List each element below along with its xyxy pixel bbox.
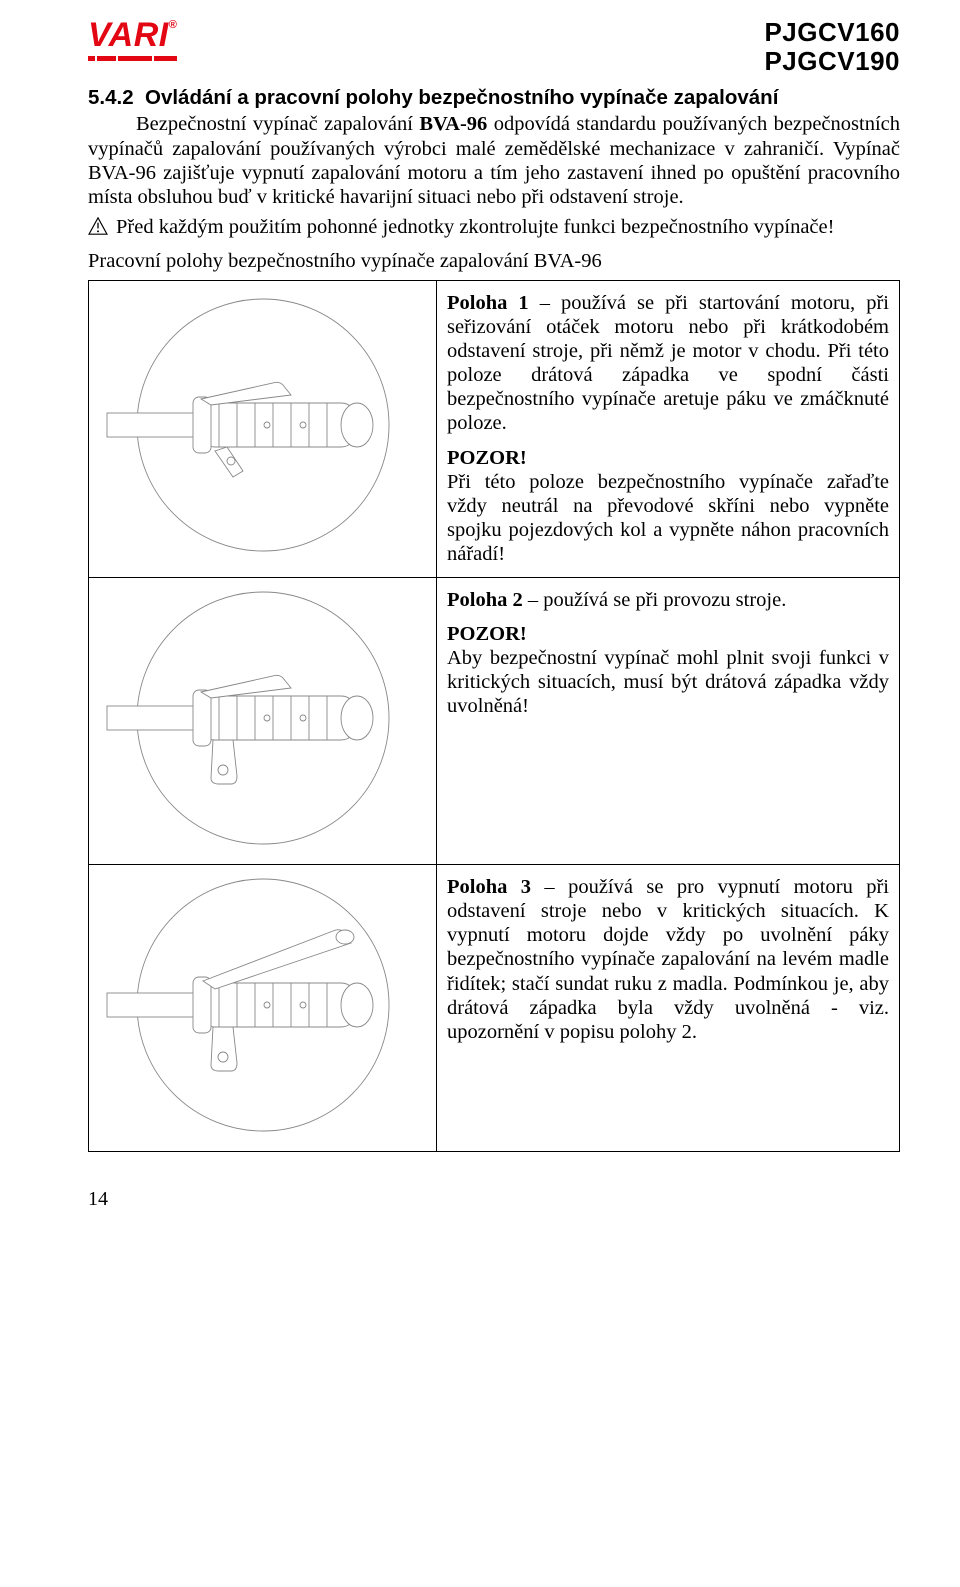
model-1: PJGCV160: [764, 18, 900, 47]
pozor-label-1: POZOR!: [447, 447, 527, 469]
table-row: Poloha 3 – používá se pro vypnutí motoru…: [89, 864, 900, 1151]
text-cell-2: Poloha 2 – používá se při provozu stroje…: [437, 577, 900, 864]
table-row: Poloha 1 – používá se při startování mot…: [89, 280, 900, 577]
poloha-3-title: Poloha 3: [447, 876, 531, 898]
poloha-1-pozor: POZOR!Při této poloze bezpečnostního vyp…: [447, 446, 889, 567]
warning-row: Před každým použitím pohonné jednotky zk…: [88, 215, 900, 239]
section-number: 5.4.2: [88, 86, 134, 109]
logo-registered: ®: [169, 19, 178, 31]
poloha-2-title: Poloha 2: [447, 589, 523, 611]
warning-text: Před každým použitím pohonné jednotky zk…: [116, 215, 834, 239]
section-title-text: Ovládání a pracovní polohy bezpečnostníh…: [145, 86, 778, 109]
poloha-2-body: – používá se při provozu stroje.: [523, 589, 787, 611]
text-cell-1: Poloha 1 – používá se při startování mot…: [437, 280, 900, 577]
warning-triangle-icon: [88, 217, 108, 235]
positions-subtitle: Pracovní polohy bezpečnostního vypínače …: [88, 249, 900, 273]
brand-logo: VARI®: [88, 18, 177, 52]
handle-diagram-poloha-3: [103, 875, 423, 1135]
diagram-cell-3: [89, 864, 437, 1151]
handle-diagram-poloha-2: [103, 588, 423, 848]
pozor-body-2: Aby bezpečnostní vypínač mohl plnit svoj…: [447, 647, 889, 717]
intro-bold: BVA-96: [419, 113, 487, 135]
diagram-cell-2: [89, 577, 437, 864]
logo-text: VARI: [88, 16, 169, 54]
handle-diagram-poloha-1: [103, 295, 423, 555]
model-numbers: PJGCV160 PJGCV190: [764, 18, 900, 76]
table-row: Poloha 2 – používá se při provozu stroje…: [89, 577, 900, 864]
pozor-label-2: POZOR!: [447, 623, 527, 645]
positions-table: Poloha 1 – používá se při startování mot…: [88, 280, 900, 1152]
poloha-3-body: – používá se pro vypnutí motoru při odst…: [447, 876, 889, 1043]
model-2: PJGCV190: [764, 47, 900, 76]
intro-paragraph: Bezpečnostní vypínač zapalování BVA-96 o…: [88, 112, 900, 209]
pozor-body-1: Při této poloze bezpečnostního vypínače …: [447, 471, 889, 566]
poloha-1-text: Poloha 1 – používá se při startování mot…: [447, 291, 889, 436]
page-header: VARI® PJGCV160 PJGCV190: [88, 18, 900, 76]
intro-text-a: Bezpečnostní vypínač zapalování: [136, 113, 419, 135]
section-heading: 5.4.2 Ovládání a pracovní polohy bezpečn…: [88, 86, 900, 110]
diagram-cell-1: [89, 280, 437, 577]
poloha-2-pozor: POZOR!Aby bezpečnostní vypínač mohl plni…: [447, 622, 889, 719]
poloha-3-text: Poloha 3 – používá se pro vypnutí motoru…: [447, 875, 889, 1044]
text-cell-3: Poloha 3 – používá se pro vypnutí motoru…: [437, 864, 900, 1151]
poloha-2-text: Poloha 2 – používá se při provozu stroje…: [447, 588, 889, 612]
page-number: 14: [88, 1188, 900, 1212]
logo-underline: [88, 56, 177, 61]
poloha-1-title: Poloha 1: [447, 292, 529, 314]
